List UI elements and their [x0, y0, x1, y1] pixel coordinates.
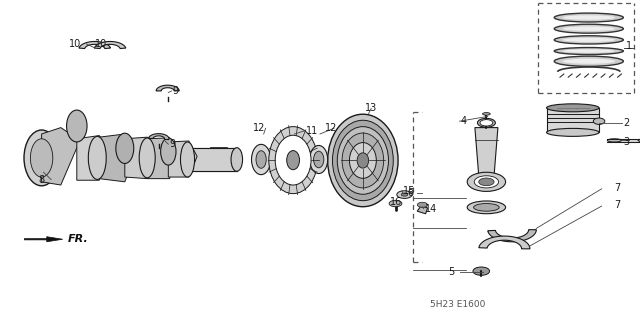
Text: 2: 2 [623, 118, 630, 128]
Polygon shape [417, 206, 428, 214]
Text: 13: 13 [365, 103, 377, 114]
Text: 9: 9 [170, 139, 176, 149]
Ellipse shape [467, 201, 506, 214]
Ellipse shape [477, 118, 495, 127]
Polygon shape [156, 85, 179, 91]
Text: 11: 11 [306, 126, 318, 136]
Polygon shape [148, 134, 169, 140]
Polygon shape [479, 236, 530, 249]
Text: 10: 10 [69, 39, 81, 49]
Text: 9: 9 [173, 86, 179, 96]
Ellipse shape [563, 49, 615, 53]
Ellipse shape [593, 118, 605, 124]
Text: 6: 6 [407, 188, 413, 198]
Text: 1: 1 [626, 41, 632, 51]
Ellipse shape [31, 139, 53, 177]
Text: 3: 3 [623, 137, 630, 147]
Ellipse shape [275, 135, 311, 185]
Ellipse shape [88, 137, 106, 179]
Ellipse shape [474, 176, 499, 188]
Ellipse shape [24, 130, 60, 186]
Text: 14: 14 [425, 204, 437, 214]
Ellipse shape [554, 48, 623, 55]
Ellipse shape [342, 133, 384, 188]
Ellipse shape [554, 13, 623, 22]
Ellipse shape [116, 133, 134, 163]
Polygon shape [77, 136, 112, 180]
Ellipse shape [563, 38, 615, 42]
Ellipse shape [563, 26, 615, 31]
Ellipse shape [310, 145, 328, 174]
Polygon shape [475, 128, 498, 175]
Text: 4: 4 [461, 116, 467, 126]
Text: FR.: FR. [68, 234, 88, 244]
Ellipse shape [314, 151, 324, 168]
Ellipse shape [563, 59, 615, 64]
Ellipse shape [67, 110, 87, 142]
Polygon shape [125, 137, 157, 179]
Ellipse shape [337, 127, 388, 194]
Text: 5H23 E1600: 5H23 E1600 [430, 300, 485, 309]
Polygon shape [42, 128, 80, 185]
Text: 5: 5 [448, 267, 454, 277]
Polygon shape [79, 41, 111, 48]
Ellipse shape [547, 129, 599, 137]
Circle shape [401, 193, 408, 196]
Ellipse shape [357, 153, 369, 168]
Text: 12: 12 [325, 123, 337, 133]
Circle shape [397, 191, 412, 198]
Polygon shape [94, 41, 126, 48]
Ellipse shape [563, 15, 615, 20]
Ellipse shape [140, 138, 156, 178]
Polygon shape [99, 134, 138, 182]
Circle shape [479, 178, 494, 186]
Ellipse shape [483, 113, 490, 115]
Circle shape [417, 202, 428, 207]
Ellipse shape [554, 24, 623, 33]
Text: 10: 10 [95, 39, 107, 49]
Ellipse shape [252, 144, 271, 175]
Ellipse shape [474, 204, 499, 211]
Text: 12: 12 [253, 123, 265, 133]
Ellipse shape [467, 172, 506, 191]
Ellipse shape [554, 36, 623, 44]
Ellipse shape [328, 114, 398, 207]
Circle shape [473, 267, 490, 275]
Polygon shape [147, 138, 178, 179]
Ellipse shape [269, 127, 317, 194]
Ellipse shape [349, 143, 376, 178]
Ellipse shape [638, 139, 640, 142]
Ellipse shape [333, 120, 393, 201]
Circle shape [480, 120, 493, 126]
Ellipse shape [607, 139, 621, 142]
Polygon shape [24, 237, 63, 242]
Ellipse shape [161, 138, 176, 165]
Ellipse shape [180, 142, 195, 177]
Text: 7: 7 [614, 183, 621, 193]
Text: 7: 7 [614, 200, 621, 211]
Text: 16: 16 [390, 197, 403, 207]
Circle shape [389, 200, 402, 207]
Ellipse shape [547, 104, 599, 112]
Polygon shape [168, 141, 197, 177]
Ellipse shape [287, 151, 300, 170]
Text: 15: 15 [403, 186, 415, 196]
Polygon shape [488, 230, 536, 242]
Ellipse shape [231, 148, 243, 171]
Ellipse shape [256, 151, 266, 168]
Polygon shape [547, 108, 599, 132]
Ellipse shape [554, 56, 623, 66]
Text: 8: 8 [38, 174, 45, 185]
